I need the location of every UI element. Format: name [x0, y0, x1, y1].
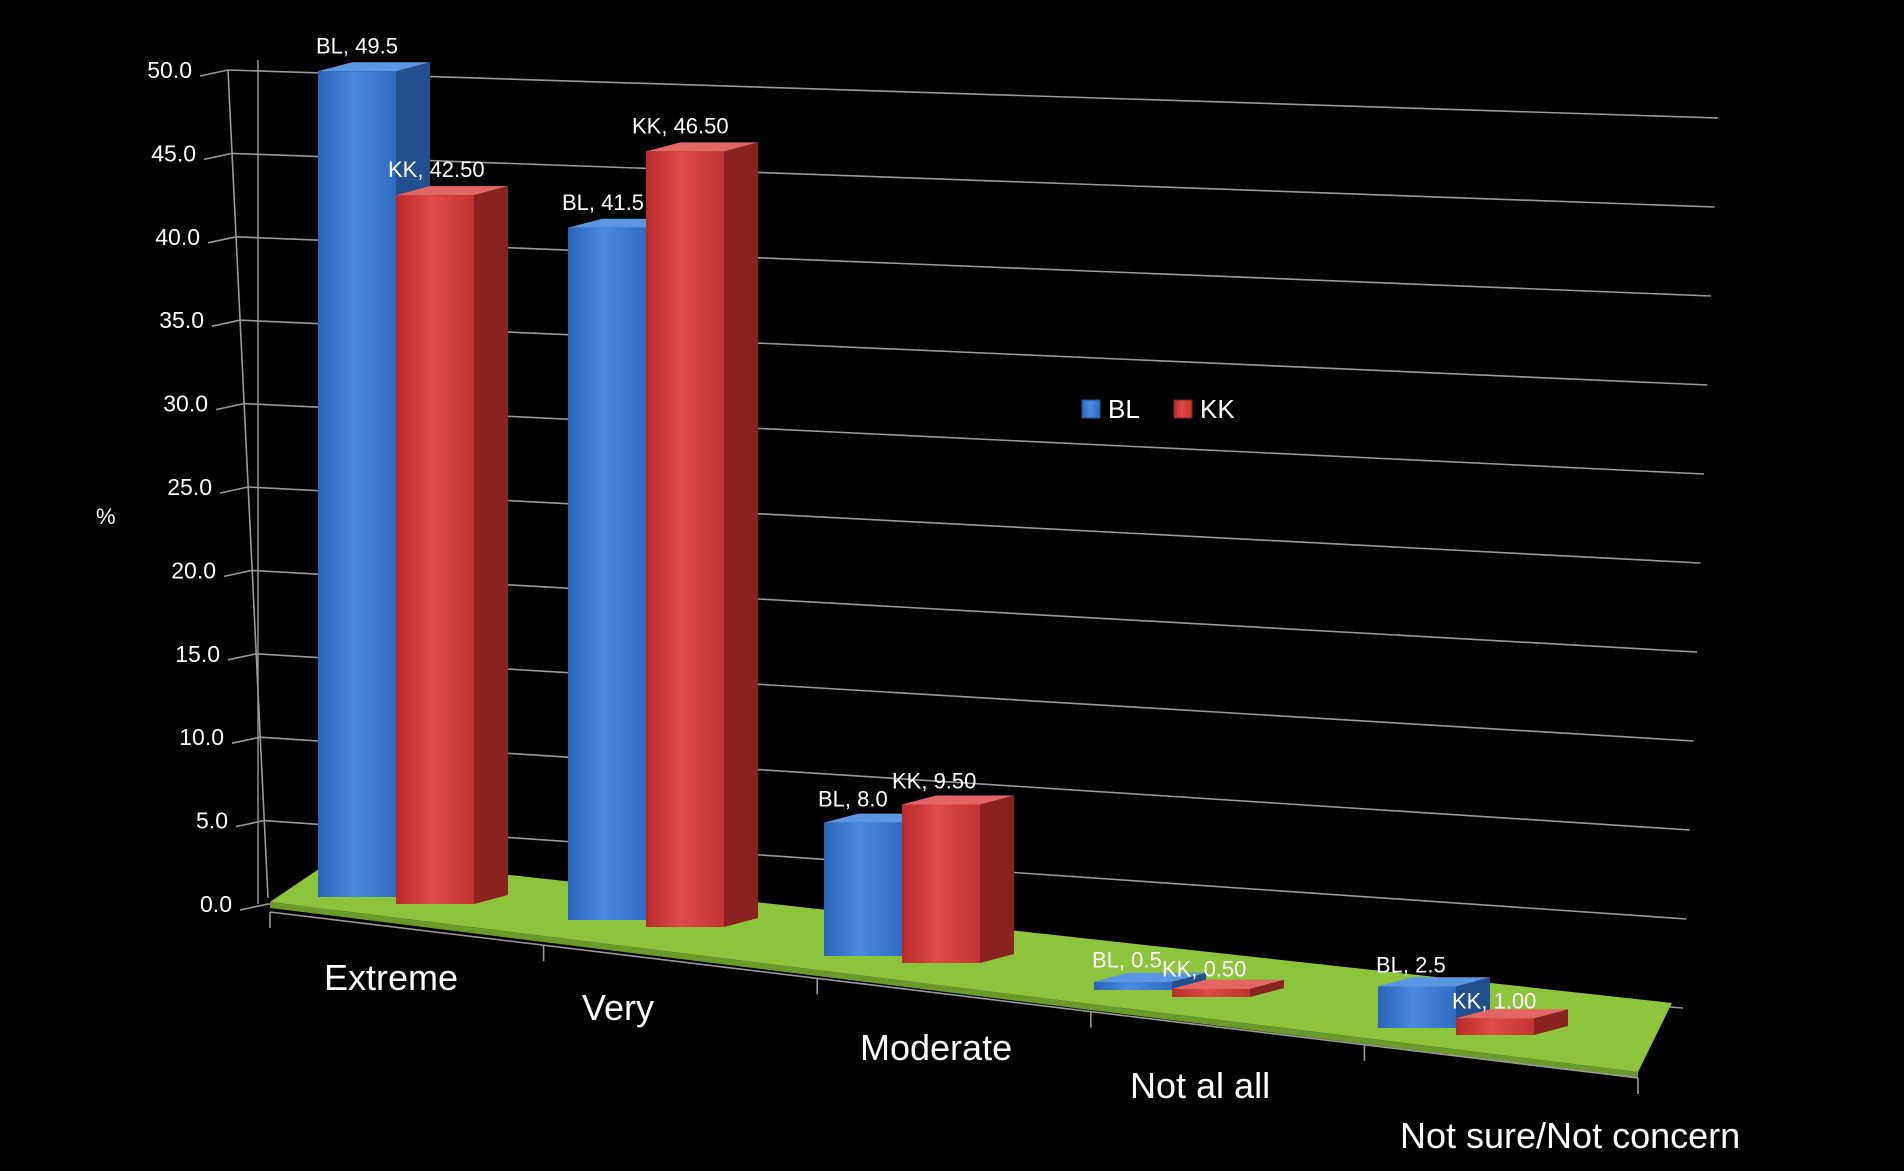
y-tick-label: 50.0	[147, 57, 192, 83]
bar-KK	[902, 804, 980, 963]
gridline	[231, 152, 1715, 208]
bar-BL	[318, 71, 396, 898]
legend-swatch-KK	[1173, 399, 1193, 419]
y-tick-label: 25.0	[167, 474, 212, 500]
wall-edge	[227, 69, 269, 899]
y-axis-tick-mark	[223, 569, 253, 578]
gridline	[227, 69, 1719, 119]
x-axis-line	[269, 911, 1639, 1079]
bar-BL	[1378, 986, 1456, 1028]
y-axis-tick-mark	[227, 653, 257, 661]
data-label: BL, 49.5	[316, 33, 398, 58]
data-label: KK, 42.50	[388, 157, 485, 182]
bar-side-KK	[474, 186, 508, 905]
bar-top-KK	[396, 186, 508, 196]
bar-side-KK	[980, 795, 1014, 963]
x-category-label: Not sure/Not concern	[1400, 1115, 1740, 1156]
legend: BL KK	[1081, 394, 1235, 424]
y-axis-label: %	[96, 504, 116, 529]
y-axis-tick-mark	[203, 152, 233, 161]
data-label: KK, 9.50	[892, 769, 976, 794]
bar-KK	[396, 195, 474, 905]
bar-side-KK	[724, 142, 758, 927]
data-label: BL, 41.5	[562, 190, 644, 215]
floor-edge	[270, 902, 1638, 1078]
bar-KK	[1456, 1018, 1534, 1035]
y-axis-tick-mark	[211, 319, 241, 327]
bar-KK	[1172, 988, 1250, 997]
axes: 0.0 5.0 10.0 15.0 20.0 25.0 30.0 35.0 40.0 45.0 50…	[96, 57, 1740, 1156]
y-axis-tick-mark	[219, 486, 249, 494]
y-tick-label: 5.0	[196, 808, 228, 834]
bar-BL	[568, 227, 646, 921]
y-axis-tick-mark	[239, 903, 269, 911]
y-tick-label: 10.0	[179, 724, 224, 750]
legend-swatch-BL	[1081, 399, 1101, 419]
data-label: KK, 1.00	[1452, 988, 1536, 1013]
bar-top-KK	[902, 795, 1014, 805]
y-tick-label: 40.0	[155, 224, 200, 250]
data-label: BL, 8.0	[818, 787, 888, 812]
bar-top-BL	[1378, 977, 1490, 987]
data-label: BL, 0.5	[1092, 948, 1162, 973]
x-category-label: Extreme	[324, 957, 458, 998]
y-axis-tick-mark	[215, 402, 245, 411]
y-tick-label: 45.0	[151, 140, 196, 166]
bar-top-KK	[1172, 979, 1284, 989]
x-category-label: Very	[582, 987, 654, 1028]
bar-side-KK	[1534, 1009, 1568, 1035]
bar-side-BL	[1172, 972, 1206, 990]
y-axis-tick-mark	[231, 736, 261, 744]
data-labels: BL, 49.5 KK, 42.50 BL, 41.5 KK, 46.50 BL, 8.…	[316, 33, 1536, 1013]
bar-top-KK	[1456, 1009, 1568, 1019]
bar-KK	[646, 151, 724, 927]
y-tick-label: 35.0	[159, 307, 204, 333]
y-axis-tick-mark	[207, 236, 237, 244]
bar-top-BL	[1094, 972, 1206, 982]
y-tick-label: 0.0	[200, 891, 232, 917]
data-label: KK, 46.50	[632, 113, 729, 138]
data-label: BL, 2.5	[1376, 952, 1446, 977]
bar-BL	[1094, 981, 1172, 990]
legend-label-KK: KK	[1200, 394, 1235, 424]
y-axis-tick-mark	[235, 819, 265, 828]
data-label: KK, 0.50	[1162, 957, 1246, 982]
y-tick-label: 30.0	[163, 391, 208, 417]
y-tick-label: 15.0	[175, 641, 220, 667]
x-category-label: Not al all	[1130, 1065, 1270, 1106]
bar-BL	[824, 822, 902, 956]
y-axis-tick-mark	[199, 69, 229, 77]
bar-top-BL	[318, 62, 430, 72]
legend-label-BL: BL	[1108, 394, 1140, 424]
y-tick-label: 20.0	[171, 557, 216, 583]
bar-top-KK	[646, 142, 758, 152]
x-category-label: Moderate	[860, 1027, 1012, 1068]
bars	[318, 62, 1568, 1035]
bar-side-KK	[1250, 979, 1284, 997]
